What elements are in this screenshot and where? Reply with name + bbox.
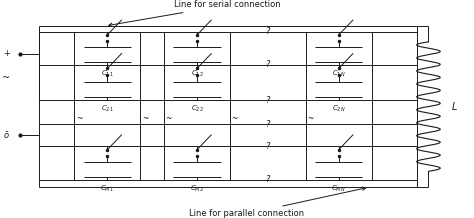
Text: ?: ? (265, 60, 270, 69)
Text: $C_{MN}$: $C_{MN}$ (331, 183, 346, 194)
Text: $C_{22}$: $C_{22}$ (191, 104, 203, 114)
Text: +: + (4, 49, 10, 58)
Text: ~: ~ (165, 114, 172, 123)
Text: ~: ~ (307, 114, 314, 123)
Text: ~: ~ (76, 114, 82, 123)
Text: ?: ? (265, 120, 270, 129)
Text: $C_{21}$: $C_{21}$ (101, 104, 114, 114)
Text: ?: ? (265, 95, 270, 105)
Text: Line for serial connection: Line for serial connection (109, 0, 281, 26)
Text: $\bar{o}$: $\bar{o}$ (3, 130, 9, 141)
Text: ~: ~ (142, 114, 148, 123)
Text: $C_{M1}$: $C_{M1}$ (100, 183, 114, 194)
Text: L: L (452, 102, 457, 112)
Text: $C_{1N}$: $C_{1N}$ (332, 69, 346, 79)
Text: $C_{M2}$: $C_{M2}$ (190, 183, 204, 194)
Text: $C_{12}$: $C_{12}$ (191, 69, 203, 79)
Text: ~: ~ (2, 73, 10, 83)
Text: ?: ? (265, 142, 270, 151)
Text: ~: ~ (232, 114, 238, 123)
Text: $C_{11}$: $C_{11}$ (101, 69, 114, 79)
Text: ?: ? (265, 27, 270, 36)
Text: Line for parallel connection: Line for parallel connection (189, 187, 365, 218)
Text: ?: ? (265, 175, 270, 184)
Text: $C_{2N}$: $C_{2N}$ (332, 104, 346, 114)
